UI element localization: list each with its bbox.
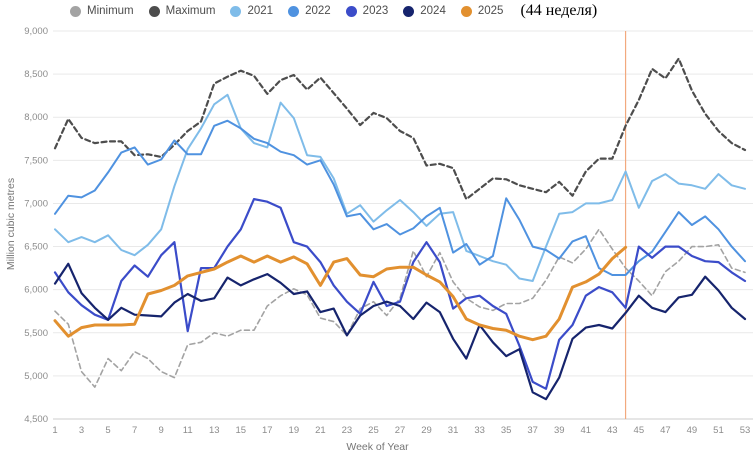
x-tick-label: 49 [687,425,698,436]
y-tick-label: 8,500 [24,69,48,80]
legend-item-maximum[interactable]: Maximum [148,5,216,17]
x-tick-label: 23 [342,425,353,436]
y-tick-label: 9,000 [24,26,48,37]
y-tick-label: 6,500 [24,242,48,253]
x-tick-label: 31 [448,425,459,436]
x-tick-label: 47 [660,425,671,436]
series-line-2021[interactable] [54,93,746,282]
x-tick-label: 37 [527,425,538,436]
y-tick-label: 5,500 [24,328,48,339]
legend-item-2024[interactable]: 2024 [403,5,446,17]
legend-item-2021[interactable]: 2021 [230,5,273,17]
legend-item-2023[interactable]: 2023 [345,5,389,17]
x-tick-label: 19 [289,425,300,436]
legend-label: 2021 [247,5,274,17]
legend-label: 2023 [362,5,389,17]
legend-dot-maximum [148,5,160,17]
legend-item-minimum[interactable]: Minimum [70,5,134,17]
x-tick-label: 53 [740,425,751,436]
x-tick-label: 9 [159,425,164,436]
x-tick-label: 25 [368,425,379,436]
x-tick-label: 3 [79,425,84,436]
legend-label: Maximum [165,5,216,17]
x-tick-label: 51 [713,425,724,436]
legend-label: 2025 [477,5,504,17]
x-tick-label: 15 [235,425,246,436]
y-tick-label: 7,500 [24,155,48,166]
legend-dot-minimum [70,5,81,17]
series-line-2022[interactable] [54,119,746,276]
x-tick-label: 45 [634,425,645,436]
legend-item-2022[interactable]: 2022 [288,5,331,17]
legend-dot-2022 [288,5,300,17]
legend-dot-2025 [460,5,472,17]
series-line-2024[interactable] [53,262,747,401]
legend-dot-2021 [230,5,242,17]
x-tick-label: 39 [554,425,565,436]
x-tick-label: 33 [474,425,485,436]
x-tick-label: 29 [421,425,432,436]
chart-legend: Minimum Maximum 2021 2022 2023 2024 2025 (44 не… [70,0,597,22]
x-tick-label: 17 [262,425,273,436]
x-tick-label: 27 [395,425,406,436]
x-tick-label: 43 [607,425,618,436]
x-tick-label: 35 [501,425,512,436]
x-tick-label: 21 [315,425,326,436]
series-line-minimum[interactable] [54,228,746,388]
y-tick-label: 4,500 [24,414,48,425]
y-tick-label: 5,000 [24,371,48,382]
legend-label: 2024 [420,5,446,17]
y-tick-label: 8,000 [24,112,48,123]
x-tick-label: 5 [105,425,110,436]
legend-dot-2023 [345,5,357,17]
series-line-2023[interactable] [53,198,747,390]
legend-dot-2024 [403,5,415,17]
x-axis-title: Week of Year [346,441,409,453]
x-tick-label: 1 [52,425,57,436]
x-tick-label: 11 [183,425,193,436]
current-week-annotation: (44 неделя) [520,2,598,19]
legend-label: 2022 [305,5,331,17]
series-line-maximum[interactable] [53,57,747,201]
series-line-2025[interactable] [53,245,628,342]
x-tick-label: 41 [580,425,591,436]
y-tick-label: 7,000 [24,198,48,209]
y-tick-label: 6,000 [24,285,48,296]
legend-label: Minimum [87,5,134,17]
legend-item-2025[interactable]: 2025 [460,5,504,17]
x-tick-label: 13 [209,425,220,436]
x-tick-label: 7 [132,425,137,436]
